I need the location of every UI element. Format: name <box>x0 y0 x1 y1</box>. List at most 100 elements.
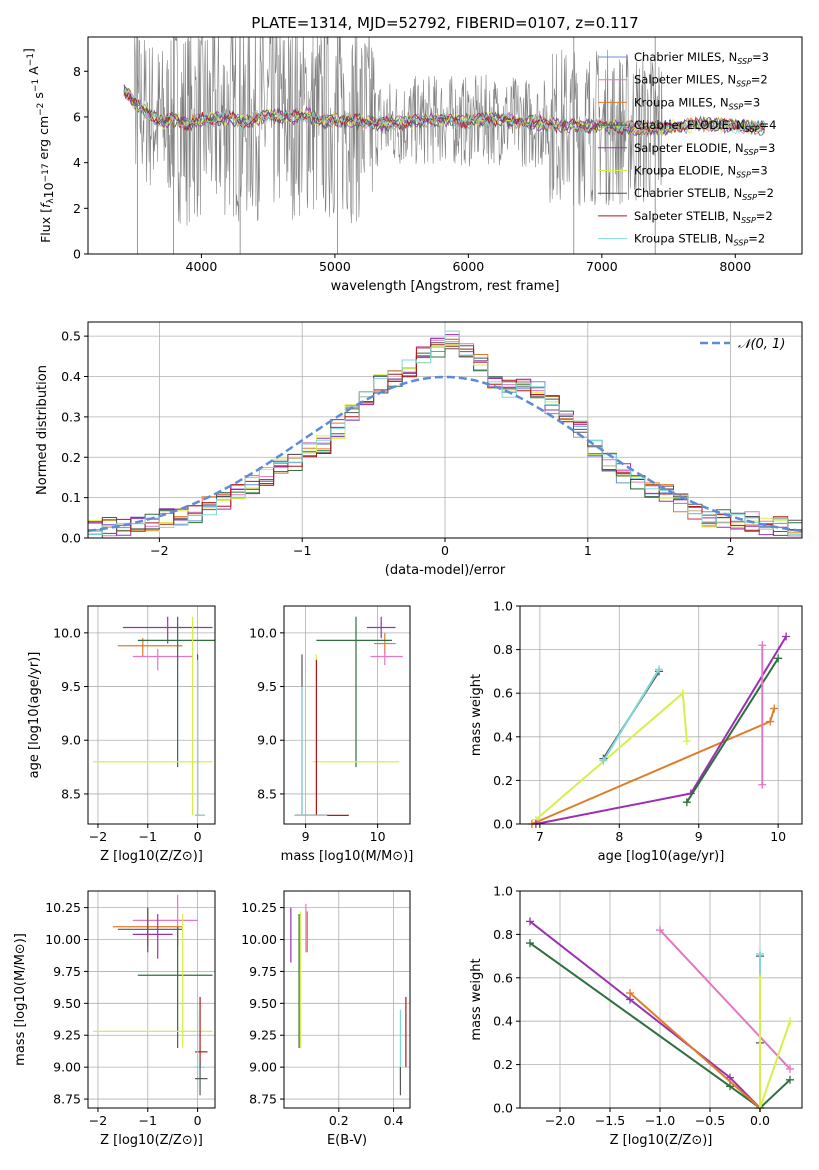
y-tick-label: 4 <box>73 155 81 170</box>
data-point-marker <box>678 689 687 698</box>
x-tick-label: −2 <box>89 1113 107 1128</box>
legend-label-text: Chabrier ELODIE, N <box>634 118 745 132</box>
x-tick-label: 8 <box>615 829 623 844</box>
legend-label-sub: SSP <box>729 102 744 111</box>
legend-label-sub: SSP <box>745 125 760 134</box>
x-tick-label: −2 <box>150 543 168 558</box>
legend-label: Kroupa STELIB, NSSP=2 <box>634 232 765 248</box>
histogram-step <box>88 330 802 536</box>
x-tick-label: 8000 <box>719 259 751 274</box>
y-tick-label: 1.0 <box>493 599 513 614</box>
x-tick-label: 10 <box>370 829 386 844</box>
data-point-marker <box>758 641 767 650</box>
axes-spectrum: 4000 5000 6000 7000 8000 0 2 4 6 8 wavelength [Ang… <box>21 36 803 294</box>
y-tick-label: 9.75 <box>53 964 81 979</box>
y-tick-label: 9.50 <box>249 996 277 1011</box>
legend-label-text: Kroupa MILES, N <box>634 95 729 109</box>
x-tick-label: −2 <box>89 829 107 844</box>
axes-mass_weight_vs_age: 7 8 9 10 0.0 0.2 0.4 0.6 0.8 1.0 age [log10(age/yr… <box>469 599 803 864</box>
y-tick-label: 8.75 <box>249 1092 277 1107</box>
axes-frame <box>283 890 411 1109</box>
legend-label-text: Kroupa STELIB, N <box>634 232 734 246</box>
y-tick-label: 10.25 <box>45 900 81 915</box>
y-tick-label: 9.5 <box>61 679 81 694</box>
x-tick-label: 0.2 <box>329 1113 349 1128</box>
legend-label-value: =3 <box>743 95 760 109</box>
x-tick-label: 7000 <box>586 259 618 274</box>
axes-frame <box>87 36 803 255</box>
figure-title: PLATE=1314, MJD=52792, FIBERID=0107, z=0… <box>251 14 638 32</box>
legend-label-value: =3 <box>752 50 769 64</box>
legend-label-sub: SSP <box>734 239 749 248</box>
legend-label-sub: SSP <box>737 57 752 66</box>
y-tick-label: 10.00 <box>45 932 81 947</box>
y-tick-label: 10.25 <box>241 900 277 915</box>
y-tick-label: 0.0 <box>493 817 513 832</box>
axes-frame <box>519 605 803 825</box>
legend-label: 𝒩(0, 1) <box>738 337 785 352</box>
x-axis-label: Z [log10(Z/Z⊙)] <box>610 1133 713 1148</box>
y-axis-label-part: −17 <box>41 163 51 182</box>
legend-label-text: Chabrier MILES, N <box>634 50 737 64</box>
legend-label-value: =4 <box>760 118 777 132</box>
y-tick-label: 0.0 <box>61 531 81 546</box>
y-tick-label: 9.00 <box>249 1060 277 1075</box>
data-point-marker <box>682 798 691 807</box>
x-axis-label: Z [log10(Z/Z⊙)] <box>100 849 203 864</box>
y-tick-label: 0.2 <box>493 773 513 788</box>
axes-frame <box>283 605 411 825</box>
axes-mass_weight_vs_Z: −2.0 −1.5 −1.0 −0.5 0.0 0.0 0.2 0.4 0.6 0.8 1.0 Z [… <box>469 884 803 1148</box>
y-tick-label: 10.0 <box>249 625 277 640</box>
y-tick-label: 9.25 <box>249 1028 277 1043</box>
y-tick-label: 2 <box>73 201 81 216</box>
legend-label: Chabrier ELODIE, NSSP=4 <box>634 118 776 134</box>
y-tick-label: 0.6 <box>493 686 513 701</box>
y-tick-label: 0.4 <box>493 1014 513 1029</box>
legend-label-text: Kroupa ELODIE, N <box>634 164 736 178</box>
y-axis-label: Flux [fλ10−17 erg cm−2 s−1 A−1] <box>21 48 56 243</box>
axes-mass_vs_Z: −2 −1 0 8.75 9.00 9.25 9.50 9.75 10.00 10.25 Z [lo… <box>13 890 216 1148</box>
series-line <box>535 691 688 821</box>
x-axis-label: Z [log10(Z/Z⊙)] <box>100 1133 203 1148</box>
data-point-marker <box>782 632 791 641</box>
y-tick-label: 9.5 <box>257 679 277 694</box>
y-tick-label: 0.6 <box>493 970 513 985</box>
data-point-marker <box>682 737 691 746</box>
spectrum-plot-area <box>123 37 766 254</box>
data-point-marker <box>786 1017 794 1026</box>
y-tick-label: 1.0 <box>493 884 513 899</box>
data-point-marker <box>758 780 767 789</box>
legend-label-sub: SSP <box>736 171 751 180</box>
y-tick-label: 0.2 <box>61 450 81 465</box>
x-tick-label: 9 <box>695 829 703 844</box>
y-tick-label: 0.4 <box>61 369 81 384</box>
axes-residuals: −2 −1 0 1 2 0.0 0.1 0.2 0.3 0.4 0.5 (data-model)/er… <box>35 321 803 578</box>
y-tick-label: 8.5 <box>257 786 277 801</box>
legend-label-text: Salpeter STELIB, N <box>634 209 741 223</box>
data-point-marker <box>756 973 764 982</box>
x-tick-label: −1 <box>293 543 311 558</box>
y-tick-label: 10.0 <box>53 625 81 640</box>
axes-mass_vs_ebv: 0.2 0.4 8.75 9.00 9.25 9.50 9.75 10.00 10.25 E(B-… <box>241 890 411 1148</box>
y-tick-label: 0.1 <box>61 490 81 505</box>
legend-label-value: =2 <box>756 209 773 223</box>
data-point-marker <box>656 926 664 935</box>
axes-frame <box>87 890 216 1109</box>
y-axis-label-part: ] <box>21 48 36 53</box>
y-axis-label-part: −2 <box>36 103 46 116</box>
x-tick-label: 0 <box>441 543 449 558</box>
y-axis-label-part: Flux [ <box>38 208 53 243</box>
x-tick-label: 2 <box>727 543 735 558</box>
data-point-marker <box>786 1064 794 1073</box>
y-tick-label: 6 <box>73 109 81 124</box>
x-tick-label: 0.0 <box>750 1113 770 1128</box>
legend-label-value: =3 <box>751 164 768 178</box>
y-axis-label-part: 10 <box>41 182 56 198</box>
x-tick-label: 0.4 <box>384 1113 404 1128</box>
model-line <box>123 89 766 136</box>
x-tick-label: −0.5 <box>695 1113 725 1128</box>
x-tick-label: 0 <box>194 1113 202 1128</box>
axes-age_vs_Z: −2 −1 0 8.5 9.0 9.5 10.0 Z [log10(Z/Z⊙)] age [lo… <box>27 605 216 864</box>
